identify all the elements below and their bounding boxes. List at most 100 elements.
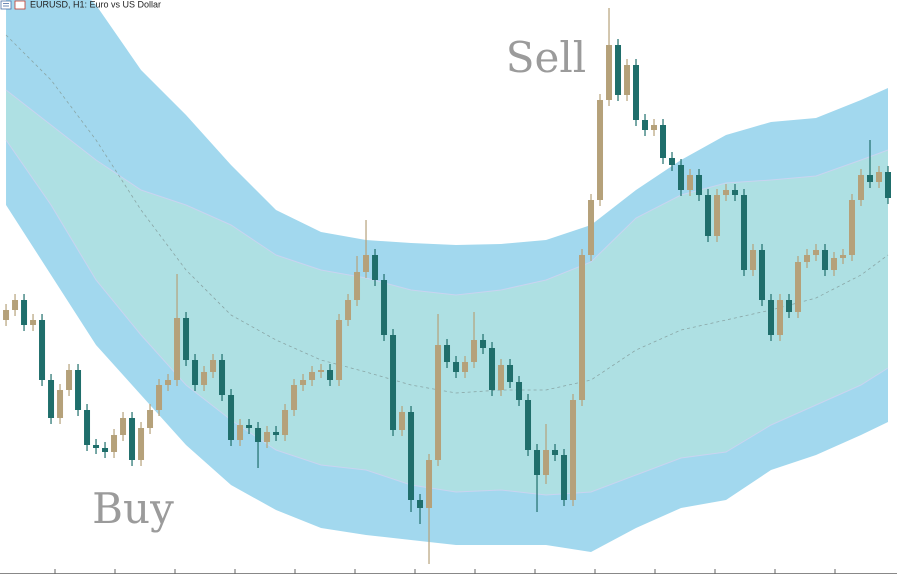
candle-body	[84, 410, 91, 445]
candle-body	[336, 320, 343, 380]
candle-body	[192, 360, 199, 385]
candle-body	[129, 418, 136, 460]
candle-body	[228, 395, 235, 440]
candle-body	[786, 300, 793, 312]
candle-body	[678, 165, 685, 190]
candle-body	[849, 200, 856, 255]
candle-body	[741, 195, 748, 270]
candle-body	[633, 65, 640, 120]
candle-body	[435, 345, 442, 460]
candle-body	[453, 362, 460, 372]
candle-body	[291, 385, 298, 410]
candle-body	[516, 382, 523, 400]
candle-body	[858, 175, 865, 200]
candle-body	[768, 300, 775, 335]
candle-body	[93, 445, 100, 448]
candle-body	[606, 45, 613, 100]
candle-body	[525, 400, 532, 450]
candle-body	[714, 195, 721, 236]
candle-body	[570, 400, 577, 500]
candle-body	[39, 320, 46, 380]
candle-body	[750, 250, 757, 270]
candle-body	[354, 272, 361, 300]
inner-upper-line	[5, 89, 889, 296]
candle-body	[48, 380, 55, 418]
buy-annotation: Buy	[92, 484, 174, 533]
candle-body	[597, 100, 604, 200]
candle-body	[219, 360, 226, 395]
candle-body	[237, 425, 244, 440]
candle-body	[615, 45, 622, 95]
candle-body	[138, 428, 145, 460]
candle-body	[300, 380, 307, 385]
chart-title: EURUSD, H1: Euro vs US Dollar	[30, 0, 161, 9]
candle-body	[480, 340, 487, 348]
candle-body	[111, 435, 118, 452]
candle-body	[624, 65, 631, 95]
candle-body	[723, 190, 730, 195]
candle-body	[804, 255, 811, 262]
candle-body	[255, 428, 262, 442]
candle-body	[642, 120, 649, 130]
candle-body	[210, 360, 217, 372]
inner-lower-line	[5, 139, 889, 496]
candle-body	[588, 200, 595, 255]
candle-body	[183, 318, 190, 360]
candle-body	[318, 370, 325, 372]
candle-body	[687, 175, 694, 190]
candle-body	[165, 380, 172, 385]
sell-annotation: Sell	[506, 33, 587, 82]
candle-body	[444, 345, 451, 362]
candle-body	[201, 372, 208, 385]
candle-body	[840, 255, 847, 258]
candles	[3, 8, 892, 564]
candle-body	[534, 450, 541, 475]
candle-body	[12, 300, 19, 310]
candle-body	[3, 310, 10, 320]
candle-body	[795, 262, 802, 312]
candle-body	[669, 158, 676, 165]
candle-body	[408, 412, 415, 500]
candle-body	[705, 195, 712, 236]
candle-body	[102, 448, 109, 452]
candle-body	[426, 460, 433, 508]
candle-body	[174, 318, 181, 380]
candle-body	[660, 125, 667, 158]
candle-body	[507, 365, 514, 382]
candle-body	[732, 190, 739, 195]
candle-body	[867, 175, 874, 182]
candle-body	[417, 500, 424, 508]
candle-body	[561, 455, 568, 500]
candle-body	[264, 432, 271, 442]
candle-body	[498, 365, 505, 390]
candle-body	[813, 250, 820, 255]
candle-body	[885, 172, 892, 198]
candle-body	[462, 362, 469, 372]
middle-line	[5, 34, 889, 394]
menu-icon[interactable]	[0, 0, 12, 10]
candle-body	[489, 348, 496, 390]
candle-body	[147, 410, 154, 428]
candle-body	[543, 450, 550, 475]
candle-body	[327, 370, 334, 380]
candle-body	[696, 175, 703, 195]
candle-body	[471, 340, 478, 362]
candle-body	[399, 412, 406, 430]
candle-body	[57, 390, 64, 418]
candle-body	[120, 418, 127, 435]
candle-body	[30, 320, 37, 325]
candle-body	[66, 370, 73, 390]
candle-body	[759, 250, 766, 300]
candle-body	[822, 250, 829, 270]
candle-body	[381, 280, 388, 335]
chart-icon[interactable]	[14, 0, 26, 10]
candle-body	[282, 410, 289, 435]
bands	[5, 0, 889, 552]
candle-body	[876, 172, 883, 182]
candle-body	[345, 300, 352, 320]
candle-body	[390, 335, 397, 430]
candle-body	[246, 425, 253, 428]
candle-body	[363, 255, 370, 272]
candle-body	[273, 432, 280, 435]
